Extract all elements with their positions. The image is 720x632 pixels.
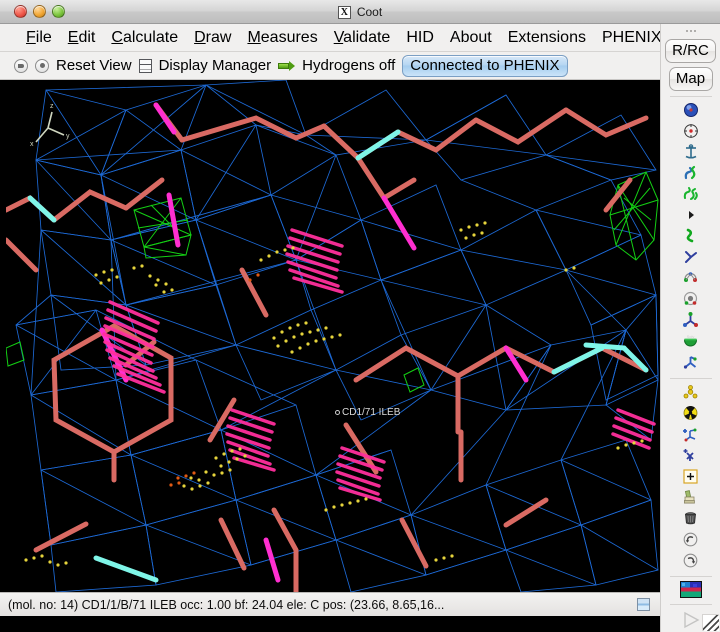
molecular-graphics-viewport[interactable]: z y x CD1/71 ILEB <box>0 80 660 592</box>
anchor-rigid-body-icon[interactable] <box>676 142 706 163</box>
add-terminal-residue-icon[interactable] <box>676 403 706 424</box>
menu-edit[interactable]: Edit <box>67 28 96 46</box>
toolbar-separator-2 <box>669 377 712 379</box>
menu-validate[interactable]: Validate <box>333 28 391 46</box>
window-titlebar[interactable]: X Coot <box>0 0 720 24</box>
ramachandran-map-icon[interactable] <box>676 579 706 598</box>
fixed-atom-icon[interactable] <box>676 226 706 247</box>
refine-zone-icon[interactable] <box>676 184 706 205</box>
edit-tools-group <box>676 382 706 571</box>
phenix-connection-status-button[interactable]: Connected to PHENIX <box>402 54 568 77</box>
add-atom-plus-icon[interactable] <box>676 466 706 487</box>
radiation-damage-icon[interactable] <box>676 382 706 403</box>
axes-labels: z y x <box>30 103 70 148</box>
svg-text:y: y <box>66 133 70 140</box>
hydrogens-toggle-button[interactable]: Hydrogens off <box>302 57 396 74</box>
add-alt-conf-icon[interactable] <box>676 424 706 445</box>
window-title-group: X Coot <box>0 0 720 24</box>
window-title: Coot <box>356 5 383 19</box>
window-minimize-button[interactable] <box>33 5 46 18</box>
main-toolbar: Reset View Display Manager Hydrogens off… <box>0 52 660 80</box>
menu-calculate[interactable]: Calculate <box>111 28 179 46</box>
clash-dots <box>169 273 260 487</box>
toolbar-separator <box>669 95 712 97</box>
undo-icon[interactable] <box>676 529 706 550</box>
toolbar-separator-3 <box>669 575 712 577</box>
chevron-right-icon[interactable] <box>676 205 706 226</box>
reset-view-toggle-a-icon[interactable] <box>14 58 28 73</box>
menubar: File Edit Calculate Draw Measures Valida… <box>0 24 662 52</box>
status-resize-handle[interactable] <box>637 598 650 611</box>
hydrogens-icon[interactable] <box>278 60 296 72</box>
delete-trash-icon[interactable] <box>676 508 706 529</box>
status-text: (mol. no: 14) CD1/1/B/71 ILEB occ: 1.00 … <box>8 597 445 612</box>
menu-draw[interactable]: Draw <box>194 28 232 46</box>
rotate-translate-atom-icon[interactable] <box>676 289 706 310</box>
svg-text:x: x <box>30 141 34 148</box>
svg-text:Solv: Solv <box>687 334 695 339</box>
window-maximize-button[interactable] <box>52 5 65 18</box>
auto-fit-rotamer-icon[interactable] <box>676 310 706 331</box>
axes-glyph <box>35 111 65 143</box>
display-manager-icon[interactable] <box>138 58 152 73</box>
mutate-autofit-icon[interactable] <box>676 352 706 373</box>
reset-view-button[interactable]: Reset View <box>56 57 132 74</box>
toolbar-drag-handle[interactable] <box>661 24 720 35</box>
redo-icon[interactable] <box>676 550 706 571</box>
display-manager-button[interactable]: Display Manager <box>158 57 272 74</box>
atom-center-dot-icon <box>335 409 340 415</box>
play-arrow-icon[interactable] <box>676 608 706 632</box>
regularize-zone-icon[interactable] <box>676 163 706 184</box>
sphere-refine-icon[interactable] <box>676 100 706 121</box>
menu-about[interactable]: About <box>449 28 492 46</box>
contact-dots <box>24 221 644 567</box>
reset-view-toggle-b-icon[interactable] <box>35 58 49 73</box>
window-resize-grip[interactable] <box>702 614 719 631</box>
x11-icon: X <box>337 5 351 19</box>
torsion-general-icon[interactable] <box>676 247 706 268</box>
rrc-button[interactable]: R/RC <box>665 38 716 63</box>
window-controls <box>14 5 65 18</box>
map-button[interactable]: Map <box>668 66 713 91</box>
svg-text:z: z <box>50 103 54 110</box>
statusbar: (mol. no: 14) CD1/1/B/71 ILEB occ: 1.00 … <box>0 592 660 616</box>
clear-pending-icon[interactable] <box>676 487 706 508</box>
menu-phenix[interactable]: PHENIX <box>601 28 662 46</box>
rotate-translate-zone-icon[interactable] <box>676 268 706 289</box>
atom-label: CD1/71 ILEB <box>335 407 400 418</box>
menu-measures[interactable]: Measures <box>247 28 318 46</box>
simple-mutate-icon[interactable] <box>676 445 706 466</box>
water-bucket-icon[interactable]: Solv <box>676 331 706 352</box>
gl-scene: z y x <box>6 80 660 592</box>
model-bonds <box>6 102 656 592</box>
menu-hid[interactable]: HID <box>406 28 434 46</box>
refinement-tools-group: Solv <box>676 100 706 373</box>
atom-label-text: CD1/71 ILEB <box>342 407 401 418</box>
toolbar-separator-4 <box>669 603 712 605</box>
difference-map-mesh <box>6 171 659 393</box>
menu-file[interactable]: File <box>26 28 52 46</box>
target-center-icon[interactable] <box>676 121 706 142</box>
window-close-button[interactable] <box>14 5 27 18</box>
right-toolbar: R/RC Map <box>660 24 720 632</box>
menu-extensions[interactable]: Extensions <box>507 28 586 46</box>
